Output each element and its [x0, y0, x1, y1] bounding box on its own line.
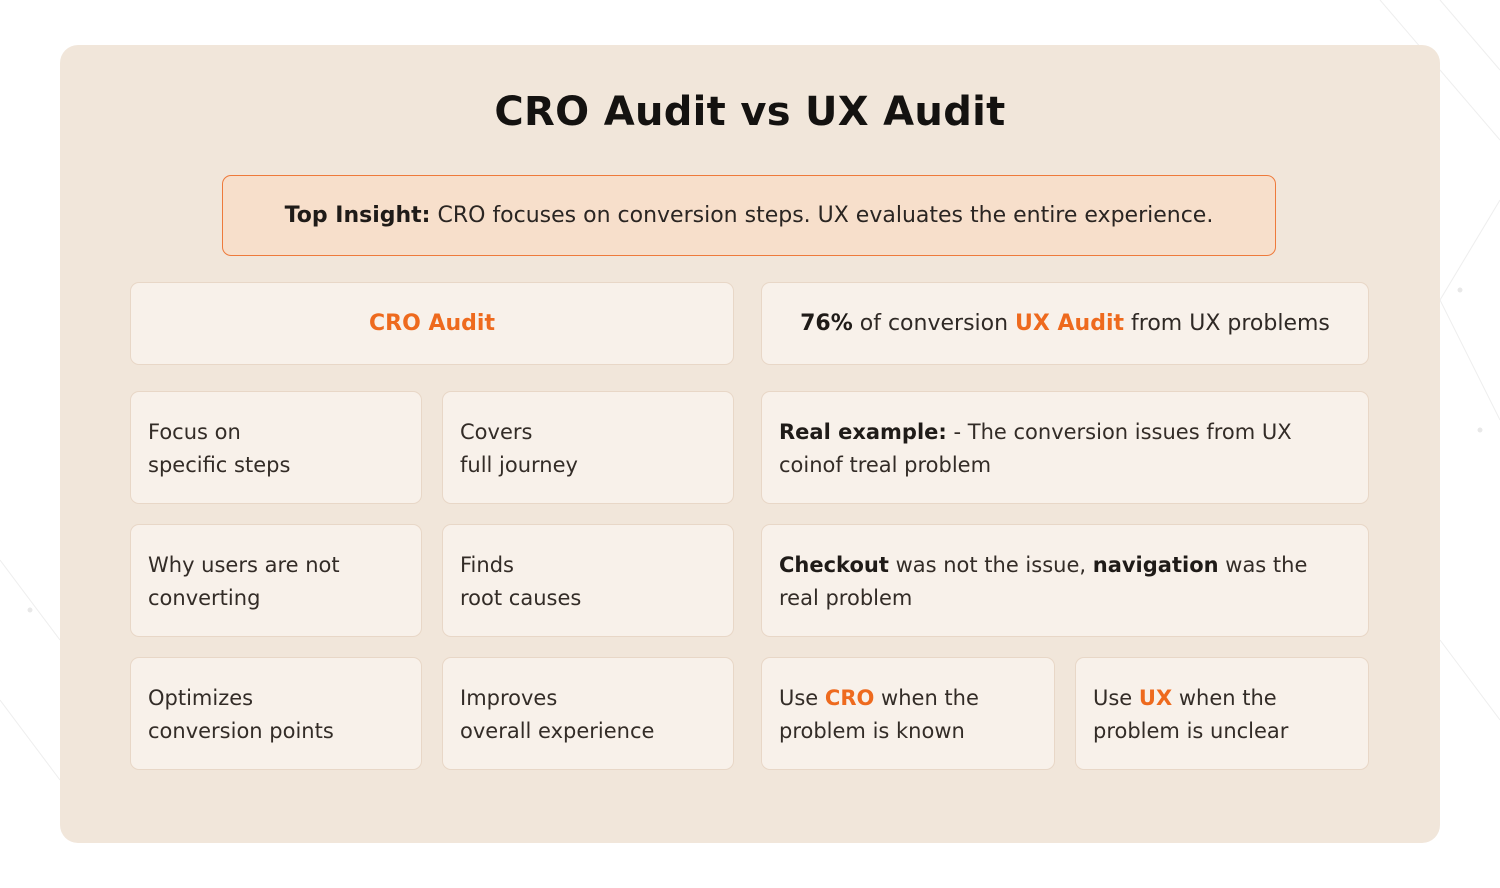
ux-card-finds: Finds root causes	[442, 524, 734, 637]
ux-header-text-after: from UX problems	[1131, 311, 1330, 336]
ux-audit-highlight: UX Audit	[1015, 311, 1125, 336]
cro-card-optimizes: Optimizes conversion points	[130, 657, 422, 770]
use-ux-highlight: UX	[1138, 686, 1173, 710]
finding-word-checkout: Checkout	[779, 553, 889, 577]
ux-card-improves: Improves overall experience	[442, 657, 734, 770]
use-ux-line2: problem is unclear	[1093, 719, 1289, 743]
insight-label: Top Insight:	[284, 203, 431, 228]
use-cro-line1: Use CRO when the	[779, 682, 1038, 715]
use-ux-suffix: when the	[1178, 686, 1277, 710]
finding-line1: Checkout was not the issue, navigation w…	[779, 549, 1352, 582]
use-ux-line1: Use UX when the	[1093, 682, 1352, 715]
finding-mid: was not the issue,	[895, 553, 1087, 577]
finding-card: Checkout was not the issue, navigation w…	[761, 524, 1369, 637]
real-example-line2: coinof treal problem	[779, 453, 992, 477]
use-cro-prefix: Use	[779, 686, 819, 710]
real-example-line1: Real example: - The conversion issues fr…	[779, 416, 1352, 449]
finding-word-navigation: navigation	[1092, 553, 1219, 577]
page-title: CRO Audit vs UX Audit	[494, 89, 1006, 135]
ux-header-text-before: of conversion	[859, 311, 1009, 336]
ux-stat: 76%	[800, 311, 853, 336]
ux-card-finds-line1: Finds	[460, 553, 514, 577]
cro-card-focus: Focus on specific steps	[130, 391, 422, 504]
ux-card-improves-line2: overall experience	[460, 719, 655, 743]
ux-card-covers: Covers full journey	[442, 391, 734, 504]
use-cro-card: Use CRO when the problem is known	[761, 657, 1055, 770]
cro-audit-header: CRO Audit	[369, 311, 495, 336]
finding-line2: real problem	[779, 586, 913, 610]
ux-card-covers-line1: Covers	[460, 420, 533, 444]
ux-card-improves-line1: Improves	[460, 686, 558, 710]
ux-card-covers-line2: full journey	[460, 453, 578, 477]
use-cro-line2: problem is known	[779, 719, 965, 743]
insight-text: CRO focuses on conversion steps. UX eval…	[437, 203, 1214, 228]
ux-audit-header-card: 76% of conversion UX Audit from UX probl…	[761, 282, 1369, 365]
cro-audit-header-card: CRO Audit	[130, 282, 734, 365]
real-example-line1-rest: - The conversion issues from UX	[953, 420, 1292, 444]
cro-card-focus-line1: Focus on	[148, 420, 241, 444]
use-cro-highlight: CRO	[824, 686, 875, 710]
use-ux-prefix: Use	[1093, 686, 1133, 710]
cro-card-optimizes-line1: Optimizes	[148, 686, 254, 710]
use-ux-card: Use UX when the problem is unclear	[1075, 657, 1369, 770]
finding-end: was the	[1225, 553, 1308, 577]
top-insight-banner: Top Insight: CRO focuses on conversion s…	[222, 175, 1276, 256]
real-example-card: Real example: - The conversion issues fr…	[761, 391, 1369, 504]
cro-card-focus-line2: specific steps	[148, 453, 291, 477]
use-cro-suffix: when the	[881, 686, 979, 710]
ux-card-finds-line2: root causes	[460, 586, 582, 610]
cro-card-why: Why users are not converting	[130, 524, 422, 637]
cro-card-optimizes-line2: conversion points	[148, 719, 334, 743]
cro-card-why-line2: converting	[148, 586, 261, 610]
ux-audit-header: 76% of conversion UX Audit from UX probl…	[800, 307, 1330, 340]
cro-card-why-line1: Why users are not	[148, 553, 340, 577]
real-example-label: Real example:	[779, 420, 947, 444]
